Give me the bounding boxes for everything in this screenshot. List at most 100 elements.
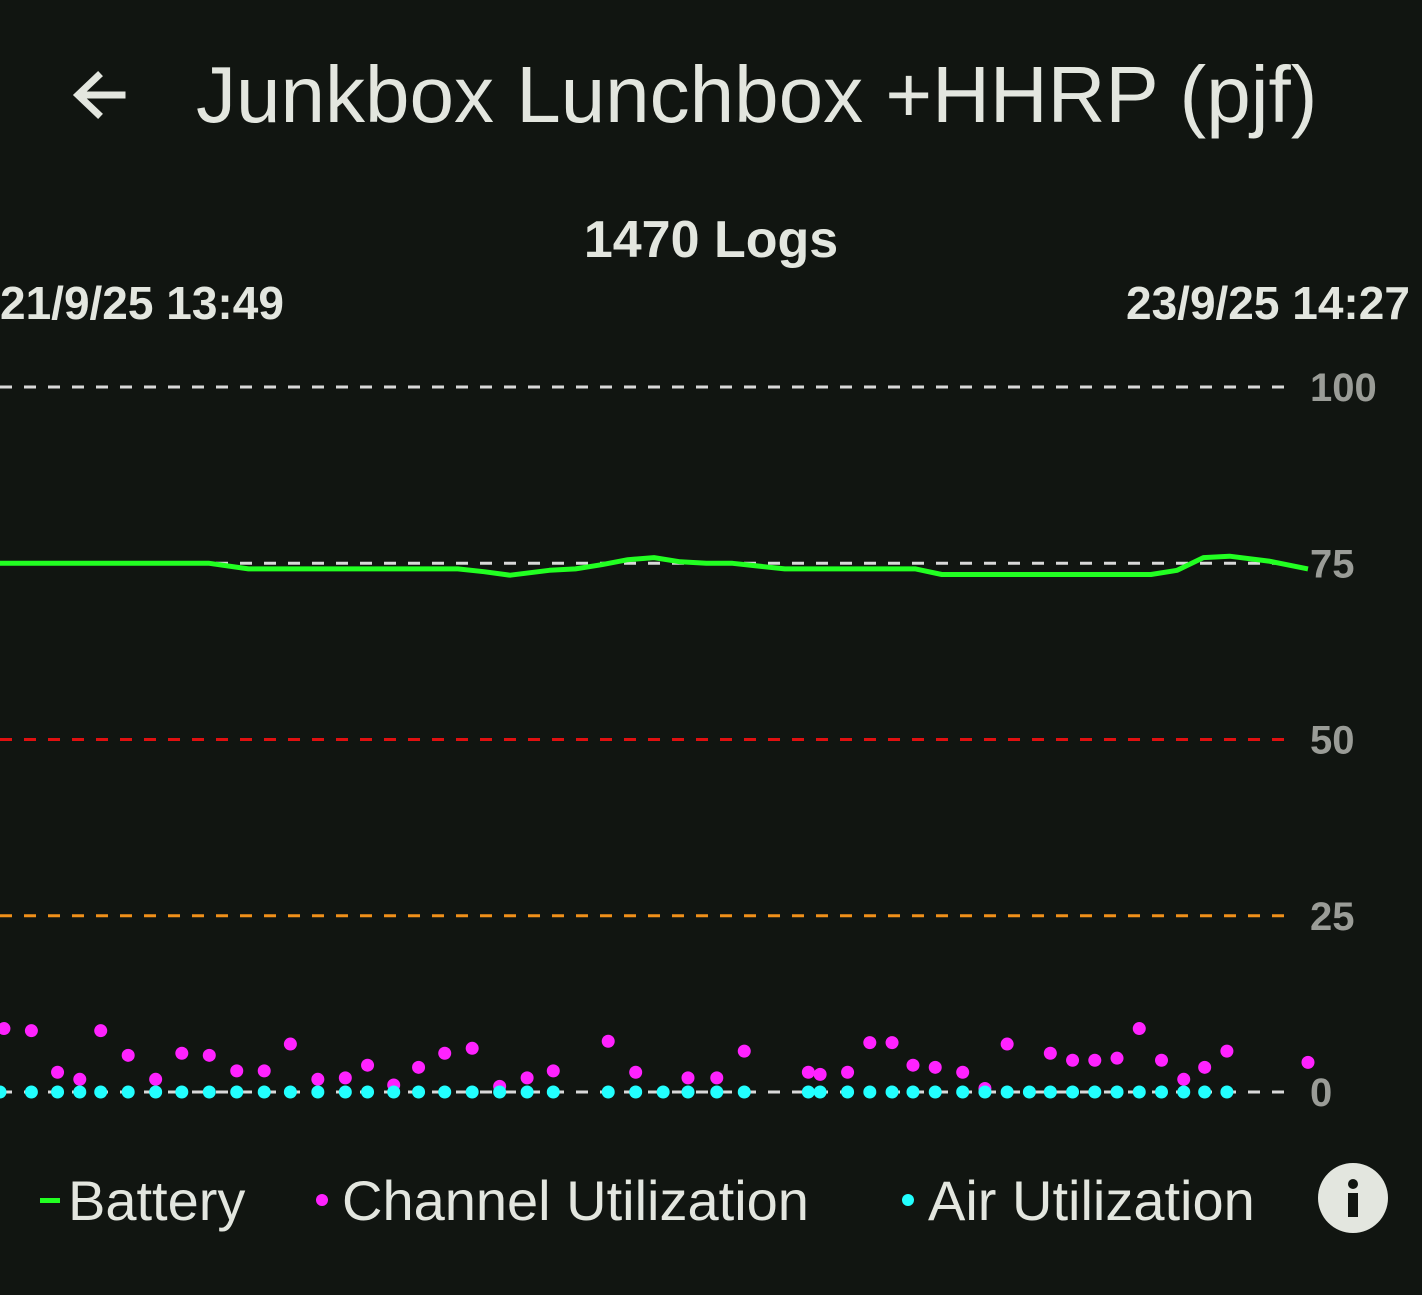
air-utilization-point [94, 1085, 108, 1099]
channel-utilization-point [1220, 1044, 1234, 1058]
air-utilization-point [361, 1085, 375, 1099]
channel-utilization-point [24, 1024, 38, 1038]
channel-utilization-point [1301, 1055, 1315, 1069]
start-date: 21/9/25 13:49 [0, 277, 284, 329]
channel-utilization-point [601, 1034, 615, 1048]
channel-utilization-point [283, 1037, 297, 1051]
air-utilization-point [737, 1085, 751, 1099]
air-utilization-point [202, 1085, 216, 1099]
air-utilization-point [801, 1085, 815, 1099]
air-utilization-point [681, 1085, 695, 1099]
air-utilization-point [121, 1085, 135, 1099]
channel-utilization-point [928, 1060, 942, 1074]
arrow-left-icon [72, 71, 126, 119]
top-app-bar: Junkbox Lunchbox +HHRP (pjf) [0, 0, 1422, 190]
channel-utilization-point [311, 1072, 325, 1086]
logs-count: 1470 Logs [583, 211, 839, 269]
channel-utilization-point [1088, 1053, 1102, 1067]
channel-utilization-point [520, 1071, 534, 1085]
battery-swatch [40, 1197, 60, 1203]
channel-utilization-point [412, 1060, 426, 1074]
channel-utilization-point [465, 1041, 479, 1055]
air-utilization-point [1088, 1085, 1102, 1099]
channel-utilization-point [1043, 1046, 1057, 1060]
channel-swatch [316, 1194, 328, 1206]
legend-battery: Battery [40, 1160, 245, 1240]
legend-air-label: Air Utilization [928, 1168, 1255, 1232]
air-utilization-point [1110, 1085, 1124, 1099]
air-utilization-point [520, 1085, 534, 1099]
legend-channel-utilization: Channel Utilization [316, 1160, 809, 1240]
channel-utilization-point [885, 1036, 899, 1050]
air-utilization-point [465, 1085, 479, 1099]
legend-air-utilization: Air Utilization [902, 1160, 1255, 1240]
channel-utilization-point [546, 1064, 560, 1078]
air-utilization-point [601, 1085, 615, 1099]
channel-utilization-point [813, 1067, 827, 1081]
air-utilization-point [1155, 1085, 1169, 1099]
air-utilization-point [257, 1085, 271, 1099]
air-utilization-point [1066, 1085, 1080, 1099]
air-utilization-point [710, 1085, 724, 1099]
channel-utilization-point [1177, 1072, 1191, 1086]
channel-utilization-point [906, 1058, 920, 1072]
air-utilization-point [906, 1085, 920, 1099]
channel-utilization-point [94, 1024, 108, 1038]
y-tick-label-75: 75 [1310, 542, 1355, 586]
air-utilization-point [956, 1085, 970, 1099]
channel-utilization-point [0, 1022, 11, 1036]
channel-utilization-point [121, 1048, 135, 1062]
channel-utilization-point [175, 1046, 189, 1060]
channel-utilization-point [737, 1044, 751, 1058]
channel-utilization-point [681, 1071, 695, 1085]
channel-utilization-point [73, 1072, 87, 1086]
channel-utilization-point [1155, 1053, 1169, 1067]
info-icon [1348, 1179, 1358, 1217]
air-utilization-point [412, 1085, 426, 1099]
page-title: Junkbox Lunchbox +HHRP (pjf) [196, 50, 1318, 139]
air-utilization-point [629, 1085, 643, 1099]
y-tick-label-100: 100 [1310, 366, 1377, 410]
air-utilization-point [1132, 1085, 1146, 1099]
back-button[interactable] [60, 58, 140, 138]
channel-utilization-point [202, 1048, 216, 1062]
channel-utilization-point [1132, 1022, 1146, 1036]
legend-battery-label: Battery [68, 1168, 246, 1232]
air-utilization-point [51, 1085, 65, 1099]
channel-utilization-point [361, 1058, 375, 1072]
air-utilization-point [0, 1085, 7, 1099]
air-utilization-point [863, 1085, 877, 1099]
air-utilization-point [387, 1085, 401, 1099]
channel-utilization-point [1066, 1053, 1080, 1067]
air-utilization-point [283, 1085, 297, 1099]
air-utilization-point [73, 1085, 87, 1099]
channel-utilization-point [710, 1071, 724, 1085]
air-swatch [902, 1194, 914, 1206]
air-utilization-point [813, 1085, 827, 1099]
air-utilization-point [656, 1085, 670, 1099]
air-utilization-point [1198, 1085, 1212, 1099]
channel-utilization-point [841, 1065, 855, 1079]
air-utilization-point [1220, 1085, 1234, 1099]
battery-line [0, 553, 1309, 578]
channel-utilization-point [438, 1046, 452, 1060]
air-utilization-point [438, 1085, 452, 1099]
air-utilization-point [1000, 1085, 1014, 1099]
channel-utilization-point [629, 1065, 643, 1079]
channel-utilization-point [1110, 1051, 1124, 1065]
air-utilization-point [230, 1085, 244, 1099]
channel-utilization-point [1198, 1060, 1212, 1074]
end-date: 23/9/25 14:27 [1126, 277, 1410, 329]
air-utilization-point [1022, 1085, 1036, 1099]
info-button[interactable] [1318, 1163, 1388, 1233]
air-utilization-point [1043, 1085, 1057, 1099]
air-utilization-point [493, 1085, 507, 1099]
channel-utilization-point [801, 1065, 815, 1079]
y-tick-label-0: 0 [1310, 1071, 1332, 1115]
channel-utilization-point [149, 1072, 163, 1086]
air-utilization-point [175, 1085, 189, 1099]
channel-utilization-point [257, 1064, 271, 1078]
channel-utilization-point [338, 1071, 352, 1085]
legend-channel-label: Channel Utilization [342, 1168, 809, 1232]
